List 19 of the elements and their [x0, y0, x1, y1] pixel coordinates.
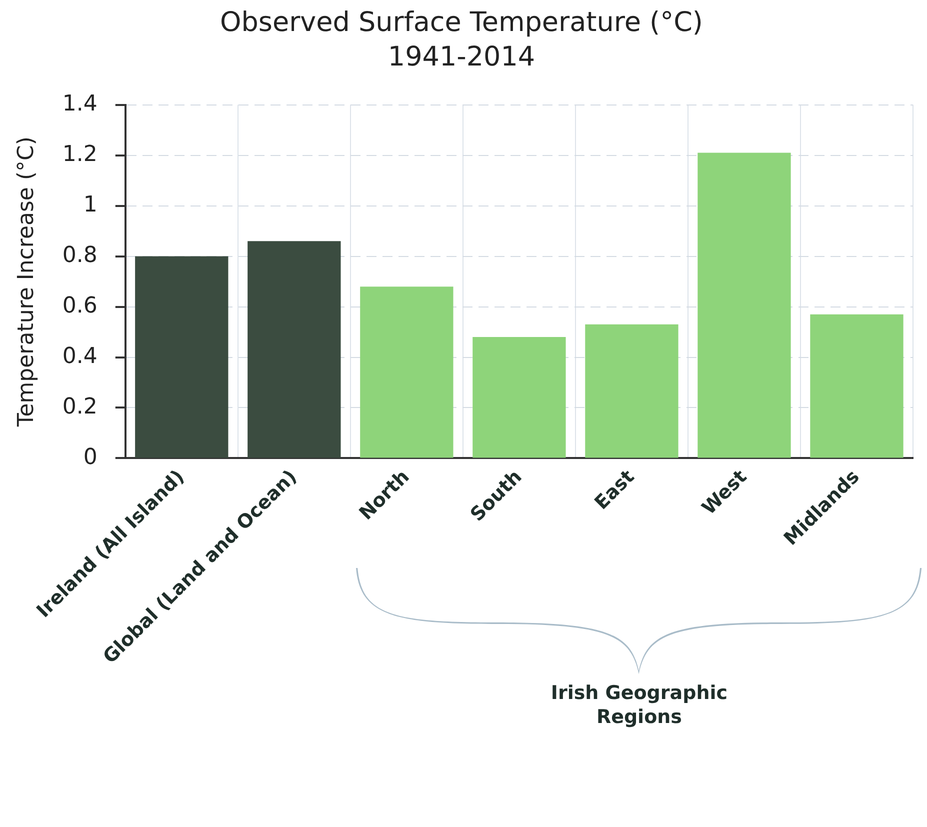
chart-title: Observed Surface Temperature (°C): [220, 7, 703, 38]
bar: [585, 324, 678, 458]
bar: [135, 256, 228, 458]
y-tick-label: 1: [83, 192, 98, 218]
y-tick-label: 0.8: [62, 242, 98, 268]
bar: [248, 241, 341, 458]
y-tick-label: 1.2: [62, 142, 98, 168]
y-tick-label: 0: [83, 444, 98, 470]
bar: [360, 286, 454, 458]
bar: [698, 152, 791, 458]
y-axis-title: Temperature Increase (°C): [14, 136, 39, 428]
chart-subtitle: 1941-2014: [388, 42, 536, 73]
bar: [810, 314, 904, 458]
y-tick-label: 1.4: [62, 92, 98, 117]
text: Irish Geographic Regions: [550, 682, 729, 730]
y-tick-label: 0.4: [62, 344, 98, 369]
bar: [472, 337, 566, 458]
y-tick-label: 0.6: [62, 293, 98, 318]
y-tick-label: 0.2: [62, 394, 98, 420]
